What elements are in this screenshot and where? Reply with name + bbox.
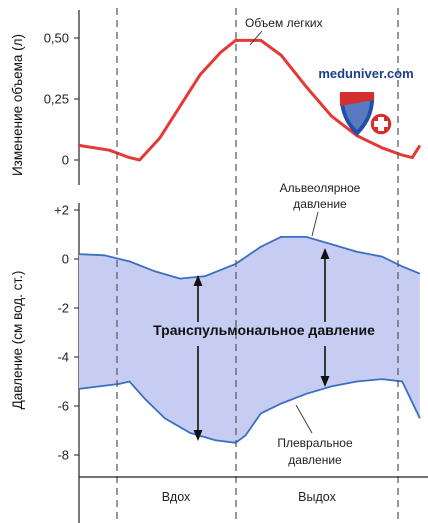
alveolar-pressure-line xyxy=(78,236,421,280)
pressure-tick-label: -4 xyxy=(57,350,69,365)
pleural-label-line1: Плевральное xyxy=(277,436,353,450)
pleural-pressure-line xyxy=(78,378,421,444)
volume-tick-label: 0,50 xyxy=(44,31,69,46)
lung-volume-line xyxy=(78,38,422,162)
watermark-text: meduniver.com xyxy=(318,66,413,81)
volume-curve-label: Объем легких xyxy=(245,16,323,30)
alveolar-label-line1: Альвеолярное xyxy=(280,181,361,195)
pressure-tick-label: -8 xyxy=(57,448,69,463)
pressure-tick-label: -6 xyxy=(57,399,69,414)
pleural-label-line2: давление xyxy=(288,453,342,467)
volume-tick-label: 0 xyxy=(62,153,69,168)
volume-tick-label: 0,25 xyxy=(44,92,69,107)
pressure-tick-label: 0 xyxy=(62,252,69,267)
pressure-tick-label: +2 xyxy=(54,203,69,218)
pressure-axis-title: Давление (см вод. ст.) xyxy=(10,271,25,410)
pleural-label-leader xyxy=(295,404,313,434)
volume-y-ticks: 0,50 0,25 0 xyxy=(44,31,79,168)
phase-inhale: Вдох xyxy=(162,490,191,504)
pressure-y-ticks: +2 0 -2 -4 -6 -8 xyxy=(54,203,79,463)
volume-axis-title: Изменение объема (л) xyxy=(10,34,25,176)
transpulmonary-pressure-band xyxy=(79,236,420,443)
alveolar-label-leader xyxy=(311,211,319,237)
transpulmonary-label: Транспульмональное давление xyxy=(153,322,375,338)
phase-exhale: Выдох xyxy=(298,490,336,504)
pressure-tick-label: -2 xyxy=(57,301,69,316)
transpulmonary-arrow-exhale xyxy=(320,248,330,387)
alveolar-label-line2: давление xyxy=(293,197,347,211)
watermark-shield-icon xyxy=(339,92,393,136)
volume-label-leader xyxy=(249,30,263,46)
transpulmonary-arrow-inhale xyxy=(193,275,203,441)
